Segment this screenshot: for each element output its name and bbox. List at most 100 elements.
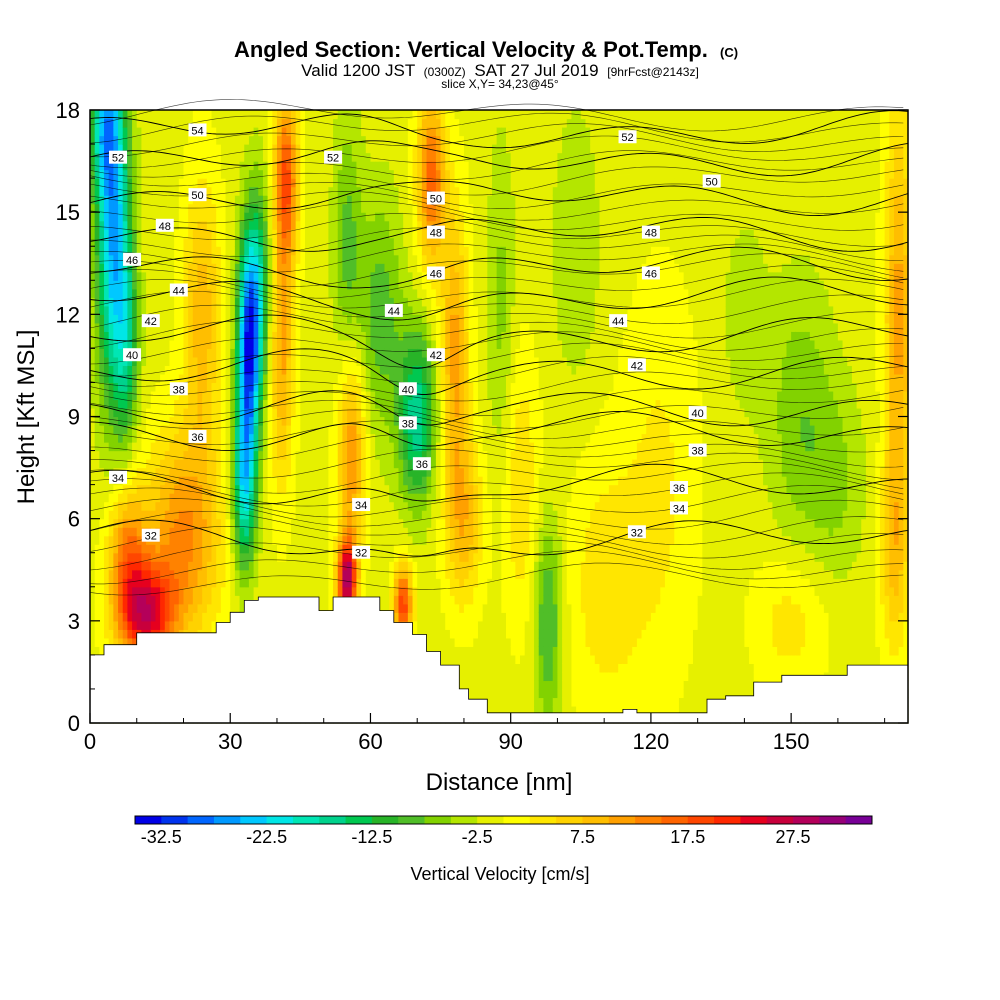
heatmap-cell (127, 382, 133, 392)
heatmap-cell (309, 263, 315, 273)
heatmap-cell (389, 331, 395, 341)
heatmap-cell (276, 356, 283, 367)
heatmap-cell (379, 476, 386, 486)
heatmap-cell (393, 203, 400, 213)
heatmap-cell (290, 263, 297, 273)
heatmap-cell (337, 510, 344, 520)
heatmap-cell (407, 212, 414, 222)
heatmap-cell (281, 348, 287, 358)
heatmap-cell (118, 535, 124, 545)
heatmap-cell (104, 288, 110, 298)
heatmap-cell (290, 135, 297, 145)
heatmap-cell (305, 339, 311, 349)
heatmap-cell (412, 544, 418, 554)
heatmap-cell (286, 339, 292, 349)
heatmap-cell (118, 348, 124, 358)
heatmap-cell (90, 484, 96, 494)
heatmap-cell (300, 442, 306, 452)
heatmap-cell (136, 195, 143, 205)
heatmap-cell (375, 527, 381, 537)
heatmap-cell (375, 586, 381, 596)
heatmap-cell (389, 595, 395, 605)
heatmap-cell (248, 595, 255, 605)
heatmap-cell (258, 493, 264, 503)
heatmap-cell (150, 510, 157, 520)
heatmap-cell (389, 135, 395, 145)
heatmap-cell (141, 620, 147, 630)
heatmap-cell (300, 203, 306, 213)
heatmap-cell (169, 135, 175, 145)
heatmap-cell (174, 212, 180, 222)
heatmap-cell (370, 331, 376, 341)
heatmap-cell (267, 161, 273, 171)
heatmap-cell (90, 603, 96, 613)
heatmap-cell (150, 612, 157, 622)
heatmap-cell (319, 390, 325, 401)
heatmap-cell (234, 135, 241, 145)
heatmap-cell (178, 416, 185, 426)
heatmap-cell (239, 220, 245, 230)
heatmap-cell (206, 178, 213, 188)
heatmap-cell (384, 195, 390, 205)
heatmap-cell (192, 288, 199, 298)
heatmap-cell (262, 254, 269, 264)
heatmap-cell (244, 203, 250, 213)
heatmap-cell (197, 484, 203, 494)
heatmap-cell (174, 620, 180, 630)
heatmap-cell (333, 476, 339, 486)
heatmap-cell (230, 127, 236, 137)
heatmap-cell (305, 535, 311, 545)
heatmap-cell (220, 356, 227, 367)
heatmap-cell (272, 544, 278, 554)
heatmap-cell (281, 442, 287, 452)
heatmap-cell (351, 535, 358, 545)
heatmap-cell (155, 144, 161, 154)
heatmap-cell (239, 467, 245, 477)
heatmap-cell (412, 586, 418, 596)
heatmap-cell (248, 552, 255, 562)
heatmap-cell (384, 467, 390, 477)
heatmap-cell (108, 578, 114, 588)
heatmap-cell (290, 254, 297, 264)
heatmap-cell (281, 186, 287, 196)
heatmap-cell (108, 331, 114, 341)
heatmap-cell (258, 246, 264, 256)
heatmap-cell (216, 399, 222, 409)
heatmap-cell (333, 450, 339, 460)
heatmap-cell (188, 416, 194, 426)
heatmap-cell (211, 254, 217, 264)
heatmap-cell (155, 373, 161, 384)
heatmap-cell (113, 586, 119, 596)
heatmap-cell (314, 493, 320, 503)
heatmap-cell (206, 561, 213, 571)
heatmap-cell (347, 407, 353, 418)
heatmap-cell (244, 578, 250, 588)
heatmap-cell (314, 118, 320, 128)
heatmap-cell (113, 373, 119, 384)
heatmap-cell (104, 493, 110, 503)
heatmap-cell (113, 561, 119, 571)
heatmap-cell (141, 186, 147, 196)
heatmap-cell (99, 399, 105, 409)
heatmap-cell (258, 552, 264, 562)
heatmap-cell (403, 254, 409, 264)
heatmap-cell (300, 484, 306, 494)
heatmap-cell (281, 390, 287, 401)
heatmap-cell (319, 254, 325, 264)
heatmap-cell (309, 305, 315, 315)
heatmap-cell (192, 271, 199, 281)
heatmap-cell (183, 407, 189, 418)
heatmap-cell (113, 399, 119, 409)
heatmap-cell (347, 527, 353, 537)
heatmap-cell (169, 407, 175, 418)
heatmap-cell (351, 127, 358, 137)
heatmap-cell (398, 212, 404, 222)
heatmap-cell (216, 152, 222, 162)
heatmap-cell (230, 595, 236, 605)
heatmap-cell (356, 561, 362, 571)
heatmap-cell (309, 127, 315, 137)
heatmap-cell (169, 552, 175, 562)
heatmap-cell (160, 603, 166, 613)
heatmap-cell (132, 425, 138, 435)
heatmap-cell (290, 544, 297, 554)
